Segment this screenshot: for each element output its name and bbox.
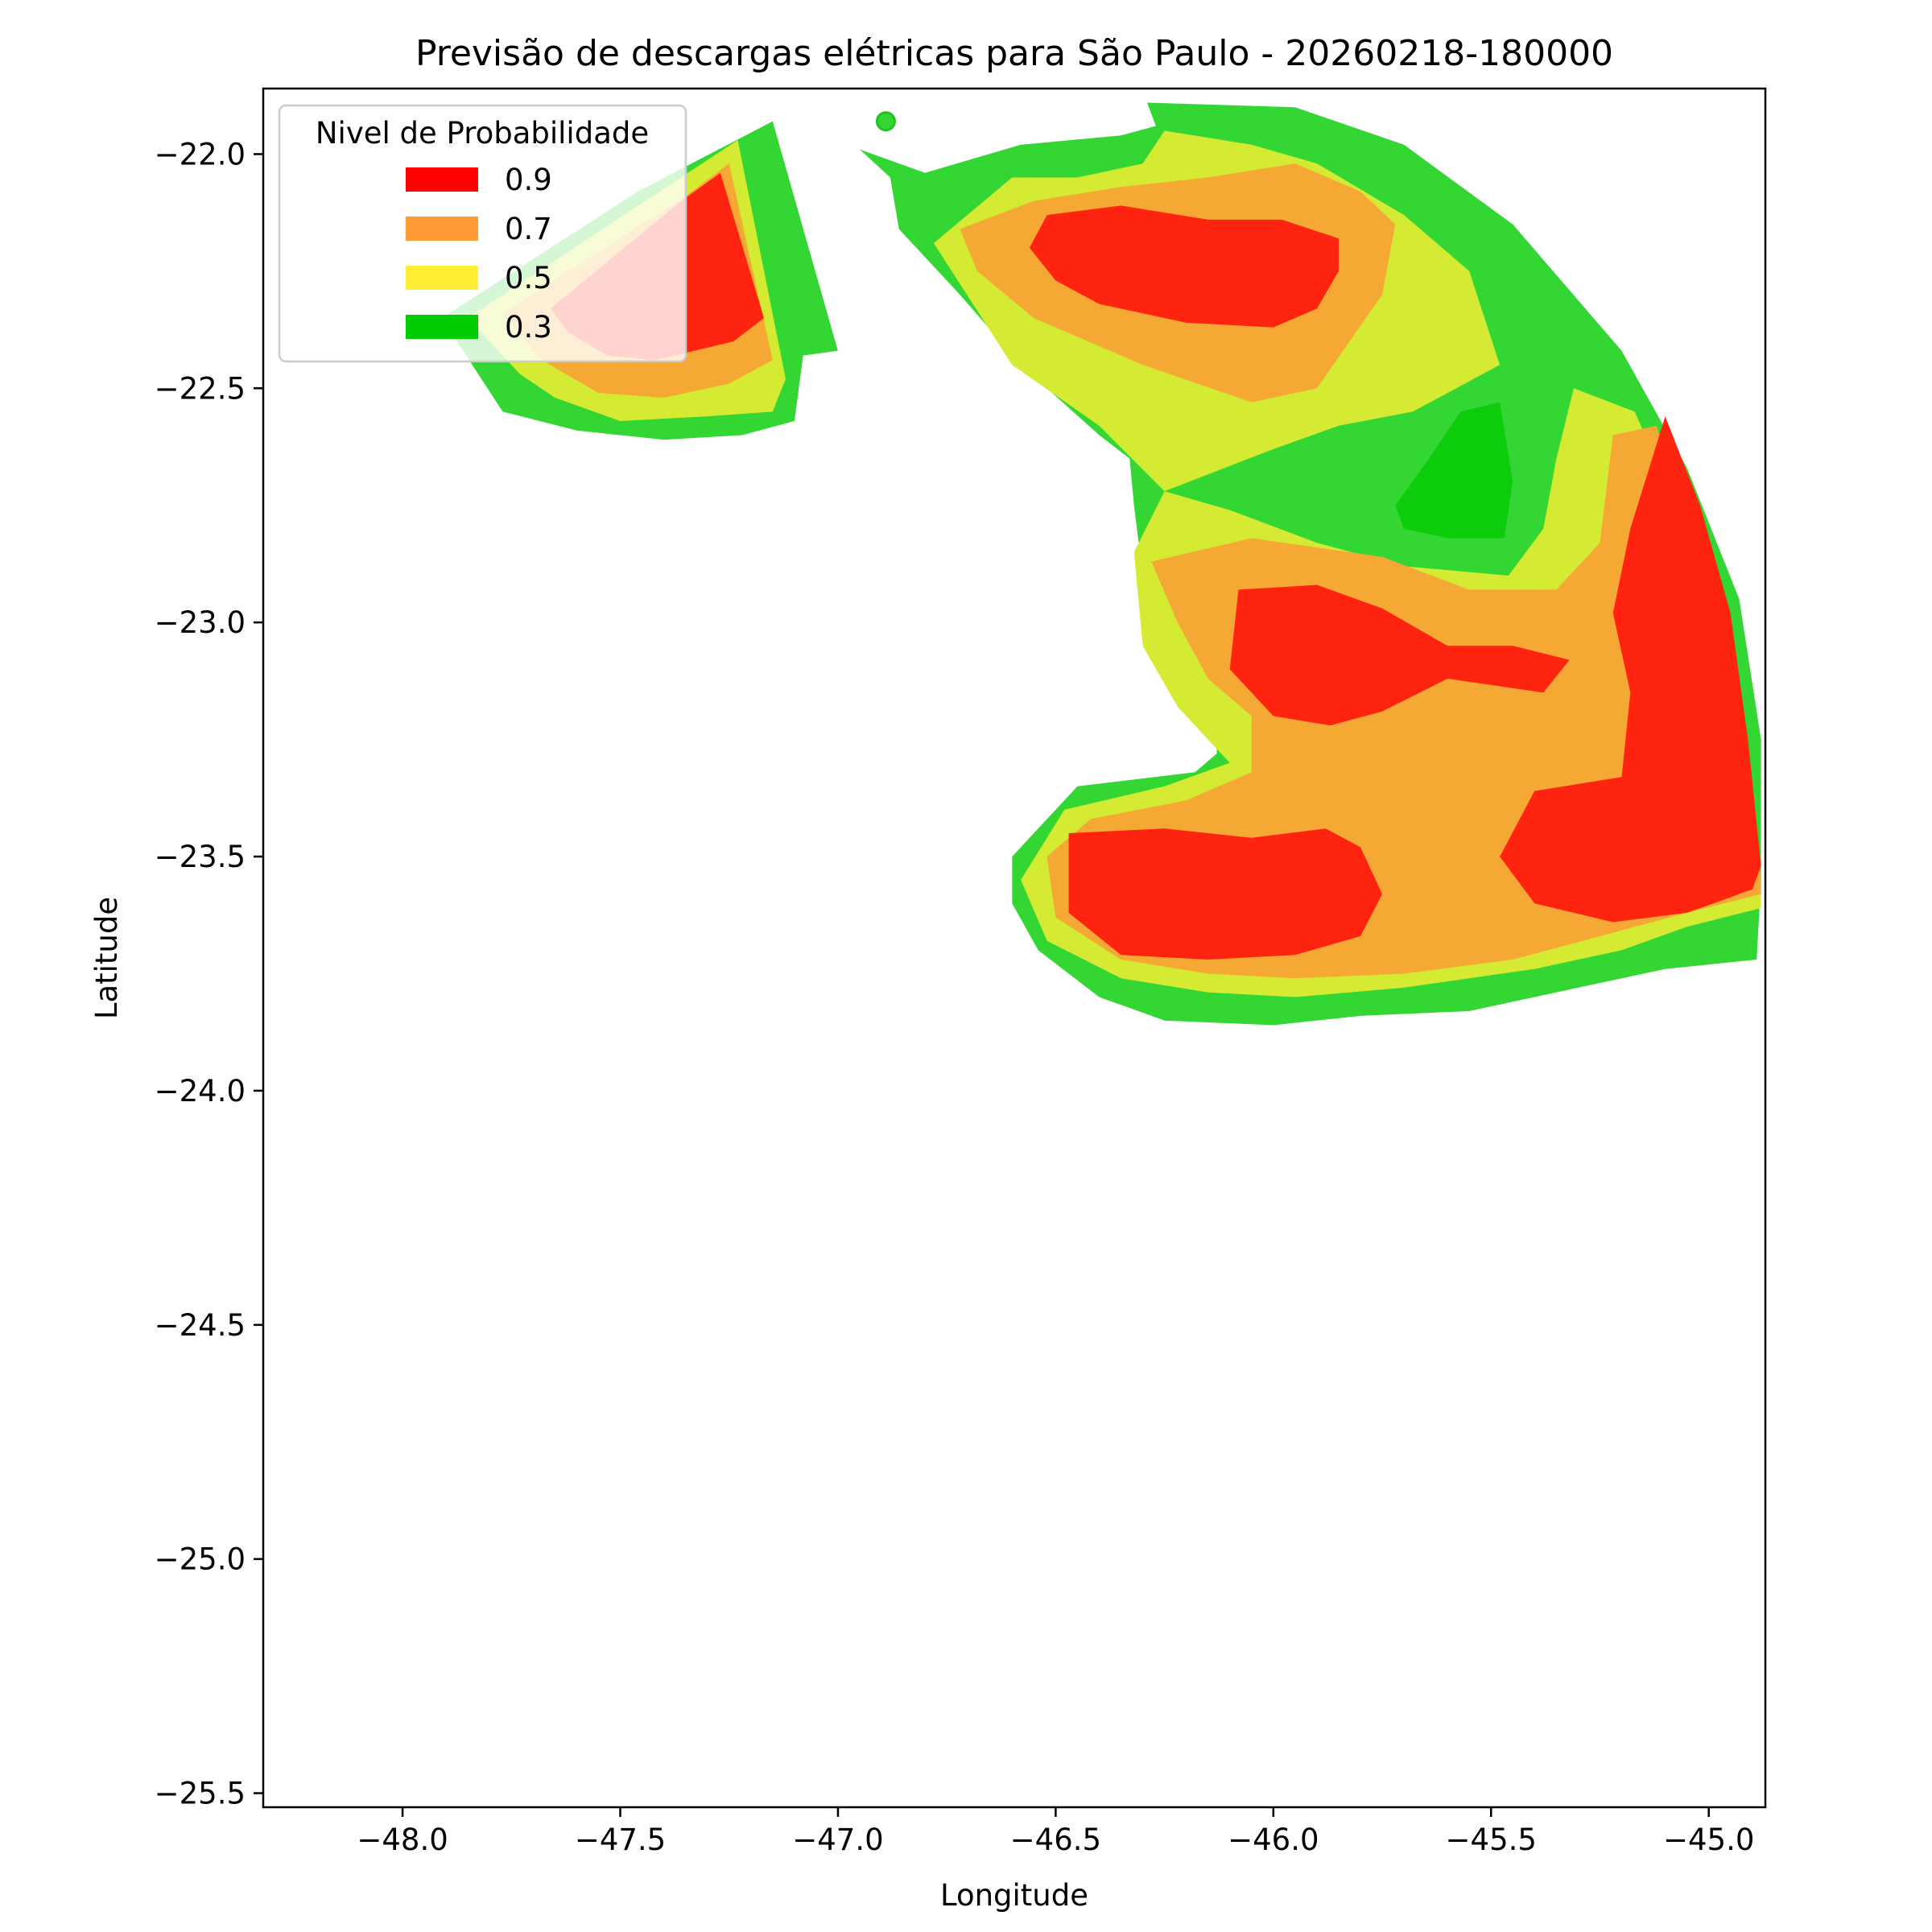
region-e-cell-level-03_core-12 — [1395, 402, 1513, 539]
y-tick-label: −23.0 — [155, 605, 246, 640]
x-tick-label: −46.5 — [1010, 1823, 1101, 1857]
y-tick-label: −23.5 — [155, 840, 246, 874]
y-tick-label: −22.0 — [155, 137, 246, 171]
legend-label: 0.5 — [505, 261, 552, 295]
axes-frame — [262, 87, 1767, 1809]
marker-isolated-cell — [875, 111, 896, 132]
region-e-cell-level-09-11 — [1500, 416, 1761, 923]
legend-swatch — [406, 217, 478, 241]
legend-swatch — [406, 167, 478, 192]
y-tick-label: −24.5 — [155, 1308, 246, 1343]
legend-box — [278, 104, 687, 363]
legend-label: 0.3 — [505, 310, 552, 345]
legend-label: 0.7 — [505, 212, 552, 246]
region-e-cell-level-09-9 — [1229, 584, 1570, 726]
legend-swatch — [406, 266, 478, 290]
x-tick-label: −48.0 — [357, 1823, 448, 1857]
region-e-cell-level-09-8 — [1029, 205, 1339, 328]
x-tick-label: −47.0 — [792, 1823, 883, 1857]
chart-title: Previsão de descargas elétricas para São… — [415, 33, 1613, 74]
x-tick-label: −45.5 — [1446, 1823, 1537, 1857]
y-tick-label: −22.5 — [155, 371, 246, 406]
y-tick-label: −25.5 — [155, 1777, 246, 1811]
axis-ticks: −48.0 −47.5 −47.0 −46.5 −46.0 −45.5 −45.0 −22.0… — [155, 137, 1755, 1857]
y-tick-label: −25.0 — [155, 1542, 246, 1577]
x-tick-label: −47.5 — [575, 1823, 666, 1857]
x-tick-label: −46.0 — [1228, 1823, 1319, 1857]
legend: Nivel de Probabilidade 0.9 0.7 0.5 0.3 — [278, 104, 687, 363]
legend-swatch — [406, 315, 478, 339]
y-axis-label: Latitude — [89, 897, 124, 1019]
x-axis-label: Longitude — [940, 1878, 1088, 1913]
region-e-cell-level-09-10 — [1068, 828, 1382, 960]
x-tick-label: −45.0 — [1663, 1823, 1754, 1857]
legend-title: Nivel de Probabilidade — [316, 116, 649, 151]
legend-label: 0.9 — [505, 163, 552, 197]
y-tick-label: −24.0 — [155, 1074, 246, 1108]
legend-entries: 0.9 0.7 0.5 0.3 — [406, 163, 552, 345]
